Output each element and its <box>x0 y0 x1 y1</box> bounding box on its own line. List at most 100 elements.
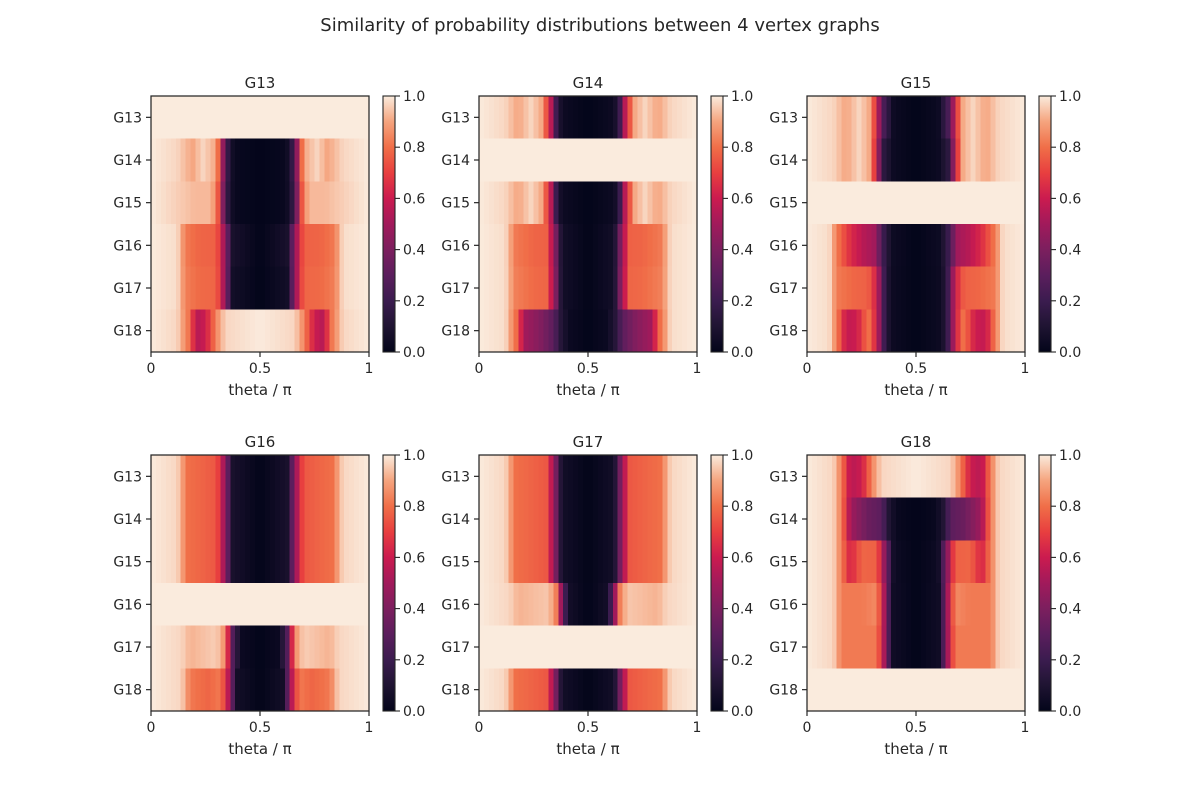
heatmap-cell <box>190 625 197 669</box>
heatmap-cell <box>846 224 853 268</box>
heatmap-cell <box>985 266 991 310</box>
heatmap-cell <box>334 138 340 182</box>
heatmap-cell <box>607 497 614 541</box>
heatmap-cell <box>950 625 957 669</box>
heatmap-cell <box>672 181 678 225</box>
heatmap-cell <box>245 181 251 225</box>
heatmap-cell <box>339 540 345 584</box>
heatmap-cell <box>821 266 828 310</box>
heatmap-cell <box>314 96 321 140</box>
heatmap-cell <box>195 224 202 268</box>
heatmap-cell <box>533 138 540 182</box>
heatmap-cell <box>364 540 370 584</box>
heatmap-cell <box>200 309 207 353</box>
heatmap-row-g13 <box>151 96 370 140</box>
heatmap-cell <box>175 266 182 310</box>
heatmap-cell <box>274 96 281 140</box>
heatmap-row-g16 <box>807 224 1026 268</box>
heatmap-cell <box>602 540 609 584</box>
heatmap-cell <box>284 138 291 182</box>
heatmap-cell <box>841 668 848 712</box>
heatmap-cell <box>250 224 256 268</box>
heatmap-cell <box>901 583 907 627</box>
heatmap-cell <box>652 224 658 268</box>
heatmap-row-g14 <box>151 497 370 541</box>
colorbar-tick-label: 0.8 <box>403 499 425 515</box>
heatmap-cell <box>498 138 505 182</box>
heatmap-cell <box>687 96 693 140</box>
heatmap-cell <box>831 266 838 310</box>
heatmap-cell <box>558 266 564 310</box>
heatmap-cell <box>1015 455 1021 499</box>
heatmap-cell <box>632 309 639 353</box>
heatmap-cell <box>573 96 579 140</box>
heatmap-cell <box>612 96 619 140</box>
heatmap-cell <box>230 309 236 353</box>
heatmap-cell <box>1015 266 1021 310</box>
heatmap-cell <box>652 583 658 627</box>
heatmap-cell <box>896 266 902 310</box>
heatmap-cell <box>269 583 276 627</box>
heatmap-cell <box>995 540 1001 584</box>
heatmap-cell <box>612 455 619 499</box>
heatmap-cell <box>200 497 207 541</box>
heatmap-cell <box>637 497 644 541</box>
heatmap-cell <box>891 540 897 584</box>
heatmap-cell <box>498 583 505 627</box>
heatmap-cell <box>622 266 629 310</box>
heatmap-cell <box>578 138 584 182</box>
heatmap-cell <box>925 224 932 268</box>
heatmap-cell <box>359 96 365 140</box>
heatmap-cell <box>945 497 952 541</box>
heatmap-cell <box>304 138 311 182</box>
heatmap-cell <box>151 224 157 268</box>
heatmap-cell <box>364 625 370 669</box>
heatmap-cell <box>602 309 609 353</box>
heatmap-cell <box>578 668 584 712</box>
heatmap-cell <box>995 455 1001 499</box>
heatmap-cell <box>831 181 838 225</box>
heatmap-cell <box>165 266 172 310</box>
heatmap-cell <box>245 138 251 182</box>
heatmap-cell <box>538 497 544 541</box>
heatmap-cell <box>881 625 887 669</box>
heatmap-cell <box>1005 309 1011 353</box>
heatmap-cell <box>836 497 843 541</box>
heatmap-cell <box>210 266 216 310</box>
heatmap-cell <box>632 497 639 541</box>
heatmap-cell <box>831 668 838 712</box>
heatmap-cell <box>205 224 212 268</box>
heatmap-cell <box>513 181 520 225</box>
heatmap-cell <box>935 266 942 310</box>
heatmap-cell <box>851 625 858 669</box>
x-axis-label: theta / π <box>228 740 291 758</box>
heatmap-cell <box>339 266 345 310</box>
heatmap-cell <box>548 540 554 584</box>
heatmap-cell <box>533 497 540 541</box>
heatmap-cell <box>990 455 996 499</box>
heatmap-cell <box>627 138 634 182</box>
heatmap-cell <box>553 668 559 712</box>
heatmap-cell <box>160 138 167 182</box>
heatmap-cell <box>975 668 981 712</box>
heatmap-cell <box>568 266 574 310</box>
heatmap-cell <box>190 309 197 353</box>
heatmap-cell <box>955 455 962 499</box>
heatmap-cell <box>980 309 986 353</box>
y-tick-label: G14 <box>769 512 798 528</box>
heatmap-cell <box>498 497 505 541</box>
heatmap-cell <box>319 266 325 310</box>
heatmap-cell <box>637 583 644 627</box>
heatmap-cell <box>816 138 823 182</box>
heatmap-cell <box>597 138 604 182</box>
heatmap-cell <box>841 540 848 584</box>
heatmap-cell <box>682 309 688 353</box>
heatmap-cell <box>269 309 276 353</box>
heatmap-cell <box>513 668 520 712</box>
heatmap-cell <box>250 96 256 140</box>
heatmap-cell <box>692 266 698 310</box>
heatmap-cell <box>269 138 276 182</box>
heatmap-cell <box>856 96 863 140</box>
heatmap-cell <box>185 266 192 310</box>
